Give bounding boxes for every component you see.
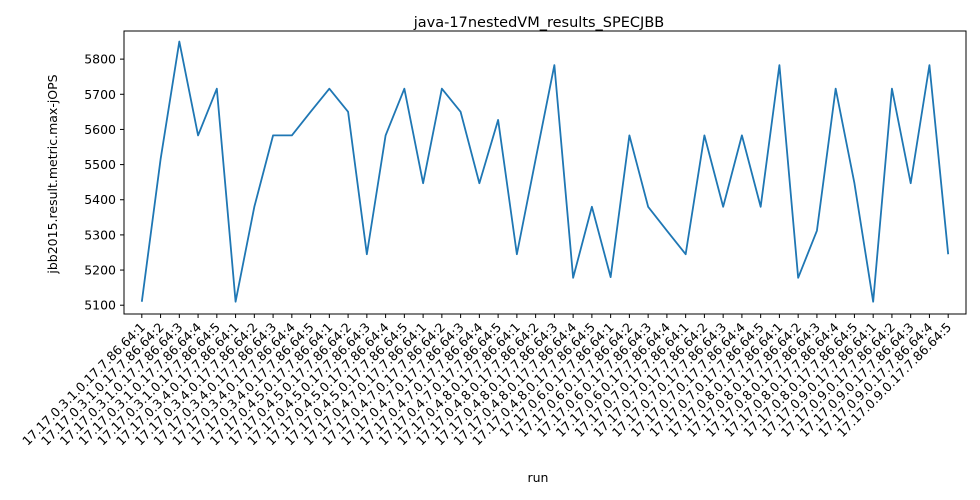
y-tick-label: 5800 [84, 52, 116, 67]
x-axis: 17.17.0.3.1.0.17.7.86.64:117.17.0.3.1.0.… [19, 314, 954, 448]
x-axis-label: run [528, 470, 549, 485]
y-tick-label: 5300 [84, 227, 116, 242]
plot-area [123, 30, 967, 315]
y-axis: 5100 5200 5300 5400 5500 5600 5700 5800 [84, 52, 124, 313]
series-line [140, 40, 950, 303]
y-tick-label: 5700 [84, 87, 116, 102]
chart-title: java-17nestedVM_results_SPECJBB [413, 15, 664, 31]
y-tick-label: 5100 [84, 298, 116, 313]
y-tick-label: 5500 [84, 157, 116, 172]
y-axis-label: jbb2015.result.metric.max-jOPS [45, 74, 60, 274]
y-tick-label: 5600 [84, 122, 116, 137]
y-tick-label: 5400 [84, 192, 116, 207]
y-tick-label: 5200 [84, 263, 116, 278]
plot-frame [123, 30, 967, 315]
